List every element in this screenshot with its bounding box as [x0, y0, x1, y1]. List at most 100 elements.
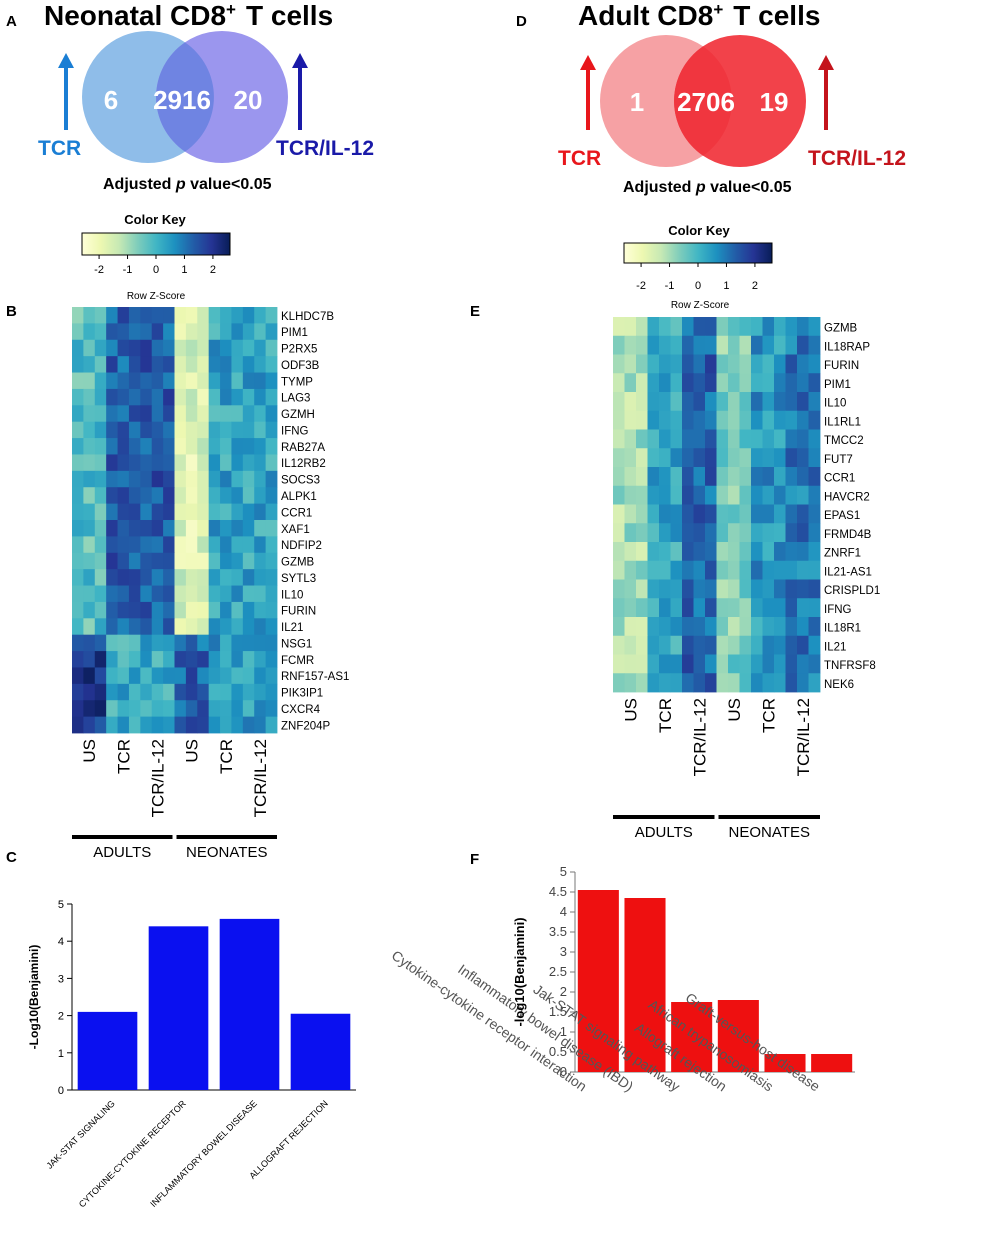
heatmap-cell	[265, 520, 278, 537]
heatmap-cell	[83, 470, 96, 488]
gene-label: GZMB	[824, 323, 858, 335]
heatmap-cell	[197, 634, 210, 652]
heatmap-cell	[797, 429, 809, 449]
heatmap-cell	[613, 354, 625, 374]
heatmap-cell	[117, 438, 130, 455]
heatmap-cell	[106, 683, 118, 701]
heatmap-cell	[613, 542, 625, 562]
color-key-tick-label: 2	[752, 280, 758, 292]
heatmap-cell	[624, 485, 637, 505]
y-tick-label: 2	[58, 1011, 64, 1023]
heatmap-cell	[140, 552, 153, 570]
heatmap-cell	[751, 579, 763, 599]
heatmap-cell	[670, 504, 683, 524]
heatmap-cell	[197, 651, 210, 668]
heatmap-cell	[242, 323, 255, 341]
heatmap-cell	[254, 585, 267, 603]
heatmap-cell	[174, 470, 187, 488]
heatmap-cell	[636, 617, 648, 637]
heatmap-cell	[72, 601, 84, 619]
venn-neonatal-label-tcr-il12: TCR/IL-12	[276, 137, 374, 160]
gene-label: NDFIP2	[281, 540, 322, 552]
heatmap-cell	[659, 560, 671, 580]
heatmap-cell	[728, 598, 740, 618]
heatmap-cell	[659, 635, 671, 655]
heatmap-cell	[670, 673, 683, 693]
column-label: TCR	[759, 698, 778, 733]
heatmap-cell	[613, 392, 625, 412]
y-axis-label: -log10(Benjamini)	[512, 917, 527, 1026]
heatmap-cell	[693, 504, 706, 524]
heatmap-cell	[624, 429, 637, 449]
heatmap-cell	[106, 536, 118, 554]
heatmap-cell	[751, 523, 763, 543]
heatmap-cell	[670, 523, 683, 543]
heatmap-cell	[117, 569, 130, 586]
heatmap-cell	[185, 667, 198, 685]
heatmap-cell	[682, 410, 694, 430]
heatmap-cell	[647, 504, 660, 524]
heatmap-cell	[762, 448, 775, 468]
heatmap-cell	[197, 683, 210, 701]
heatmap-cell	[682, 617, 694, 637]
heatmap-cell	[185, 470, 198, 488]
heatmap-cell	[128, 520, 141, 537]
color-key-tick-label: -1	[665, 280, 675, 292]
heatmap-cell	[106, 520, 118, 537]
heatmap-cell	[174, 372, 187, 390]
heatmap-cell	[254, 323, 267, 341]
heatmap-cell	[647, 373, 660, 393]
gene-label: TYMP	[281, 376, 313, 388]
heatmap-cell	[254, 618, 267, 636]
heatmap-cell	[808, 673, 821, 693]
heatmap-cell	[83, 569, 96, 586]
heatmap-cell	[174, 323, 187, 341]
heatmap-cell	[83, 503, 96, 521]
heatmap-cell	[705, 335, 717, 355]
heatmap-cell	[739, 467, 752, 487]
heatmap-cell	[682, 467, 694, 487]
heatmap-cell	[682, 654, 694, 674]
y-tick-label: 2	[560, 984, 567, 999]
heatmap-cell	[693, 373, 706, 393]
heatmap-cell	[785, 467, 798, 487]
heatmap-cell	[242, 651, 255, 668]
venn-adult-title: Adult CD8+ T cells	[578, 0, 820, 31]
heatmap-cell	[151, 634, 164, 652]
heatmap-cell	[785, 392, 798, 412]
heatmap-cell	[242, 683, 255, 701]
heatmap-cell	[163, 438, 175, 455]
heatmap-cell	[716, 635, 729, 655]
heatmap-cell	[94, 700, 107, 718]
heatmap-cell	[647, 579, 660, 599]
heatmap-cell	[739, 560, 752, 580]
heatmap-cell	[208, 307, 221, 324]
heatmap-cell	[163, 421, 175, 439]
heatmap-cell	[117, 421, 130, 439]
heatmap-cell	[174, 585, 187, 603]
heatmap-cell	[72, 618, 84, 636]
heatmap-cell	[185, 601, 198, 619]
heatmap-cell	[185, 307, 198, 324]
gene-label: IL10	[824, 398, 846, 410]
heatmap-cell	[739, 579, 752, 599]
heatmap-cell	[174, 421, 187, 439]
heatmap-cell	[636, 429, 648, 449]
heatmap-cell	[797, 598, 809, 618]
heatmap-cell	[751, 485, 763, 505]
color-key-tick-label: -2	[94, 264, 104, 276]
heatmap-cell	[762, 654, 775, 674]
heatmap-cell	[636, 410, 648, 430]
heatmap-cell	[140, 307, 153, 324]
heatmap-cell	[624, 635, 637, 655]
heatmap-cell	[647, 354, 660, 374]
heatmap-cell	[762, 317, 775, 337]
heatmap-cell	[808, 579, 821, 599]
venn-neonatal-right-count: 20	[234, 85, 263, 115]
heatmap-cell	[785, 429, 798, 449]
heatmap-cell	[242, 552, 255, 570]
heatmap-cell	[128, 667, 141, 685]
heatmap-cell	[785, 673, 798, 693]
heatmap-cell	[208, 503, 221, 521]
heatmap-cell	[659, 354, 671, 374]
